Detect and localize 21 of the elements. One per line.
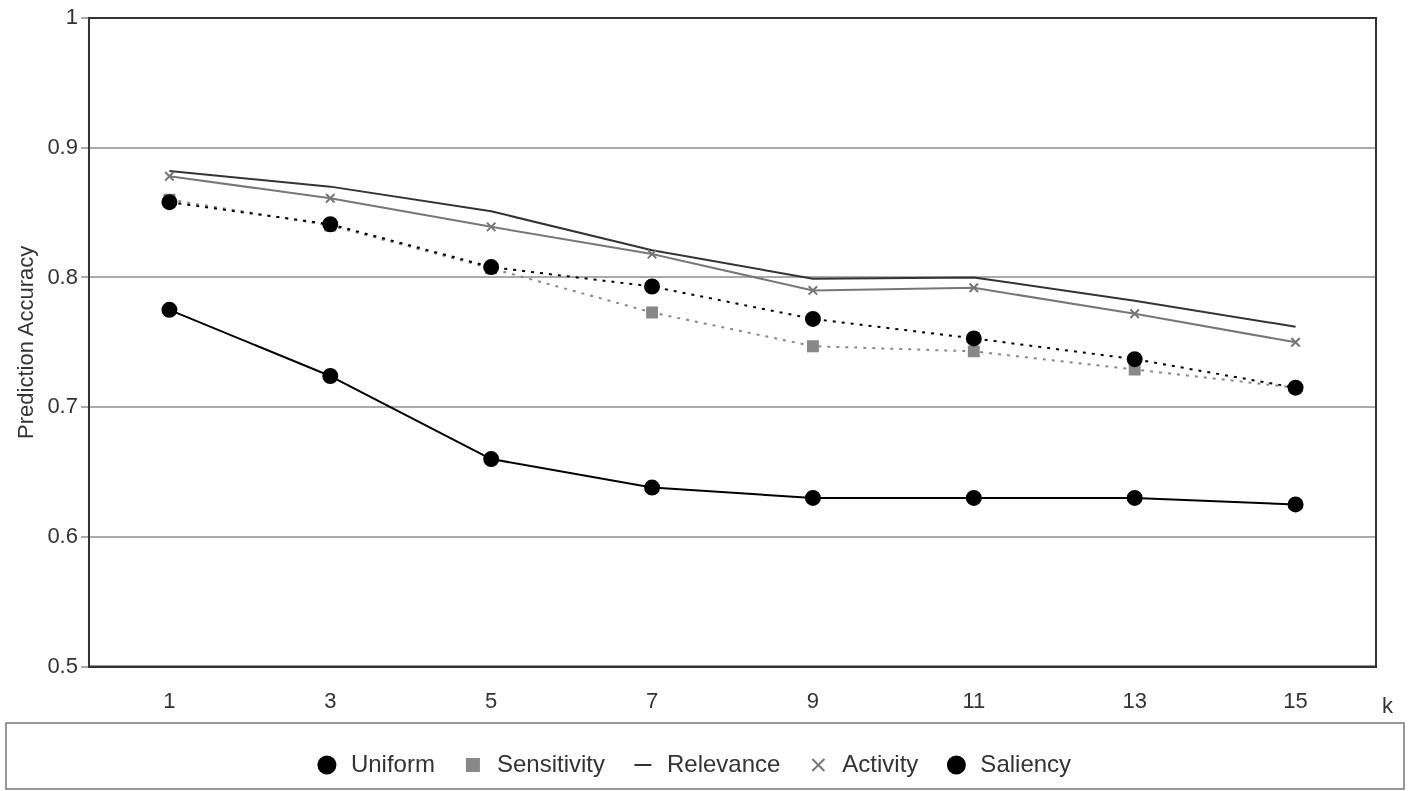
y-axis-title: Prediction Accuracy (13, 245, 39, 439)
x-tick-label: 11 (962, 687, 986, 713)
x-tick-label: 3 (324, 687, 337, 713)
legend-label: Saliency (980, 749, 1072, 777)
x-tick-label: 15 (1283, 687, 1308, 713)
y-tick-label: 0.6 (47, 522, 78, 548)
x-tick-label: 5 (485, 687, 498, 713)
y-tick-label: 0.9 (47, 133, 78, 159)
x-tick-label: 7 (645, 687, 659, 713)
y-tick-label: 0.8 (47, 263, 78, 289)
legend-label: Uniform (350, 749, 435, 777)
x-tick-label: 1 (163, 687, 176, 713)
y-tick-label: 0.7 (47, 393, 78, 419)
x-tick-label: 9 (806, 687, 820, 713)
legend-label: Sensitivity (496, 749, 605, 777)
y-tick-label: 0.5 (47, 652, 78, 678)
y-tick-label: 1 (65, 4, 78, 30)
legend-label: Activity (842, 749, 919, 777)
x-tick-label: 13 (1122, 687, 1147, 713)
legend-label: Relevance (666, 749, 781, 777)
x-axis-title: k (1382, 692, 1394, 718)
